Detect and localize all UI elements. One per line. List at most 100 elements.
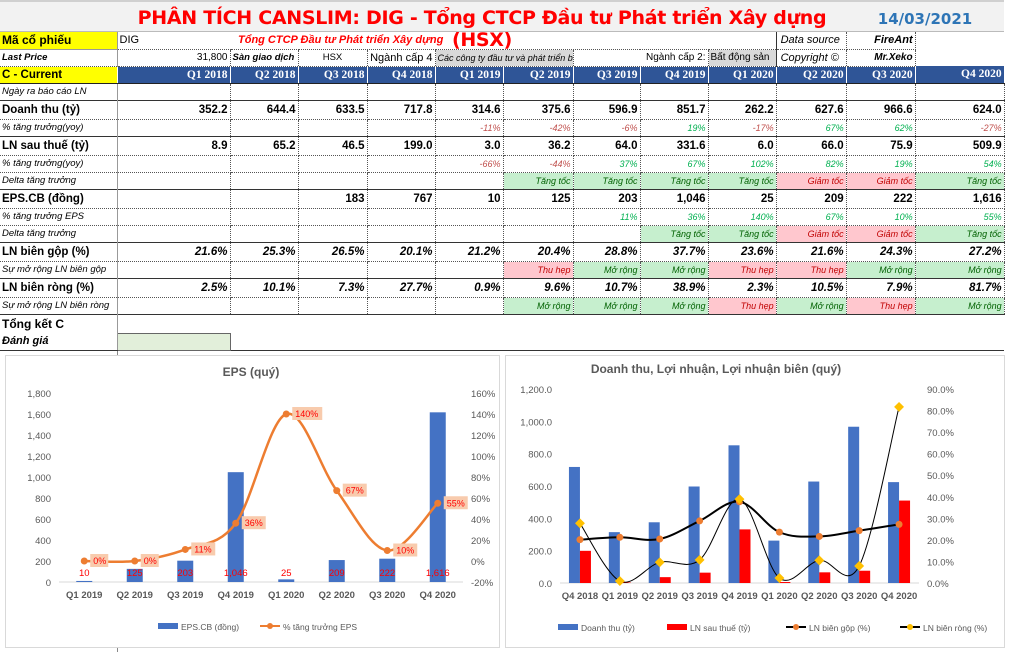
table-cell[interactable]: 20.1% (367, 242, 435, 261)
table-cell[interactable]: 222 (846, 189, 915, 208)
table-cell[interactable] (298, 83, 367, 100)
table-cell[interactable]: Giảm tốc (776, 225, 846, 242)
table-cell[interactable]: 67% (776, 208, 846, 225)
table-cell[interactable] (367, 297, 435, 314)
table-cell[interactable]: 19% (846, 155, 915, 172)
table-cell[interactable] (435, 208, 503, 225)
table-cell[interactable]: 203 (573, 189, 640, 208)
table-cell[interactable]: Mở rộng (776, 297, 846, 314)
table-cell[interactable] (117, 119, 230, 136)
table-cell[interactable] (298, 119, 367, 136)
table-cell[interactable]: 23.6% (708, 242, 776, 261)
table-cell[interactable]: -42% (503, 119, 573, 136)
table-cell[interactable]: 37% (573, 155, 640, 172)
table-cell[interactable] (367, 261, 435, 278)
table-cell[interactable] (230, 83, 298, 100)
table-cell[interactable] (230, 297, 298, 314)
table-cell[interactable]: 36.2 (503, 136, 573, 155)
table-cell[interactable] (640, 83, 708, 100)
table-cell[interactable] (117, 225, 230, 242)
table-cell[interactable]: Mở rộng (640, 261, 708, 278)
table-cell[interactable]: 331.6 (640, 136, 708, 155)
table-cell[interactable]: 125 (503, 189, 573, 208)
table-cell[interactable]: 7.3% (298, 278, 367, 297)
table-cell[interactable] (117, 83, 230, 100)
table-cell[interactable]: 10% (846, 208, 915, 225)
table-cell[interactable]: 509.9 (915, 136, 1004, 155)
table-cell[interactable]: 24.3% (846, 242, 915, 261)
table-cell[interactable]: Mở rộng (503, 297, 573, 314)
table-cell[interactable]: 81.7% (915, 278, 1004, 297)
table-cell[interactable]: Mở rộng (573, 261, 640, 278)
table-cell[interactable] (298, 155, 367, 172)
table-cell[interactable] (298, 208, 367, 225)
table-cell[interactable]: 66.0 (776, 136, 846, 155)
table-cell[interactable]: -6% (573, 119, 640, 136)
table-cell[interactable]: Tăng tốc (573, 172, 640, 189)
table-cell[interactable]: 624.0 (915, 100, 1004, 119)
table-cell[interactable]: 2.3% (708, 278, 776, 297)
table-cell[interactable]: Thu hẹp (708, 297, 776, 314)
table-cell[interactable]: 67% (640, 155, 708, 172)
table-cell[interactable]: 3.0 (435, 136, 503, 155)
table-cell[interactable] (230, 189, 298, 208)
table-cell[interactable]: -44% (503, 155, 573, 172)
table-cell[interactable]: Tăng tốc (708, 172, 776, 189)
table-cell[interactable]: 1,616 (915, 189, 1004, 208)
table-cell[interactable]: 28.8% (573, 242, 640, 261)
table-cell[interactable] (230, 119, 298, 136)
table-cell[interactable] (367, 172, 435, 189)
table-cell[interactable]: 25.3% (230, 242, 298, 261)
table-cell[interactable]: 21.6% (117, 242, 230, 261)
table-cell[interactable] (298, 225, 367, 242)
table-cell[interactable]: 140% (708, 208, 776, 225)
table-cell[interactable]: 26.5% (298, 242, 367, 261)
table-cell[interactable]: 75.9 (846, 136, 915, 155)
table-cell[interactable] (846, 83, 915, 100)
table-cell[interactable]: Mở rộng (846, 261, 915, 278)
table-cell[interactable]: 633.5 (298, 100, 367, 119)
table-cell[interactable]: 25 (708, 189, 776, 208)
table-cell[interactable]: 10.1% (230, 278, 298, 297)
table-cell[interactable]: 375.6 (503, 100, 573, 119)
table-cell[interactable]: 627.6 (776, 100, 846, 119)
table-cell[interactable] (367, 119, 435, 136)
table-cell[interactable]: Tăng tốc (915, 172, 1004, 189)
table-cell[interactable] (230, 225, 298, 242)
table-cell[interactable]: 64.0 (573, 136, 640, 155)
table-cell[interactable]: 21.2% (435, 242, 503, 261)
table-cell[interactable]: 209 (776, 189, 846, 208)
table-cell[interactable] (573, 225, 640, 242)
table-cell[interactable] (117, 172, 230, 189)
table-cell[interactable]: 352.2 (117, 100, 230, 119)
ticker-value[interactable]: DIG (117, 32, 230, 49)
table-cell[interactable]: 767 (367, 189, 435, 208)
table-cell[interactable]: 199.0 (367, 136, 435, 155)
table-cell[interactable]: -17% (708, 119, 776, 136)
table-cell[interactable]: 966.6 (846, 100, 915, 119)
table-cell[interactable]: 0.9% (435, 278, 503, 297)
table-cell[interactable] (117, 297, 230, 314)
table-cell[interactable]: 19% (640, 119, 708, 136)
table-cell[interactable] (573, 83, 640, 100)
table-cell[interactable]: Thu hẹp (708, 261, 776, 278)
table-cell[interactable]: 67% (776, 119, 846, 136)
rating-input[interactable] (117, 333, 230, 350)
table-cell[interactable]: 183 (298, 189, 367, 208)
table-cell[interactable]: 717.8 (367, 100, 435, 119)
table-cell[interactable] (435, 297, 503, 314)
table-cell[interactable] (230, 172, 298, 189)
revenue-profit-chart[interactable]: Doanh thu, Lợi nhuận, Lợi nhuận biên (qu… (505, 355, 1005, 648)
table-cell[interactable]: 102% (708, 155, 776, 172)
table-cell[interactable] (915, 83, 1004, 100)
table-cell[interactable]: 65.2 (230, 136, 298, 155)
table-cell[interactable] (117, 261, 230, 278)
table-cell[interactable]: 10.5% (776, 278, 846, 297)
table-cell[interactable]: 27.2% (915, 242, 1004, 261)
table-cell[interactable]: Tăng tốc (640, 172, 708, 189)
table-cell[interactable]: 7.9% (846, 278, 915, 297)
table-cell[interactable]: 10.7% (573, 278, 640, 297)
table-cell[interactable]: -27% (915, 119, 1004, 136)
table-cell[interactable]: 9.6% (503, 278, 573, 297)
table-cell[interactable]: 6.0 (708, 136, 776, 155)
